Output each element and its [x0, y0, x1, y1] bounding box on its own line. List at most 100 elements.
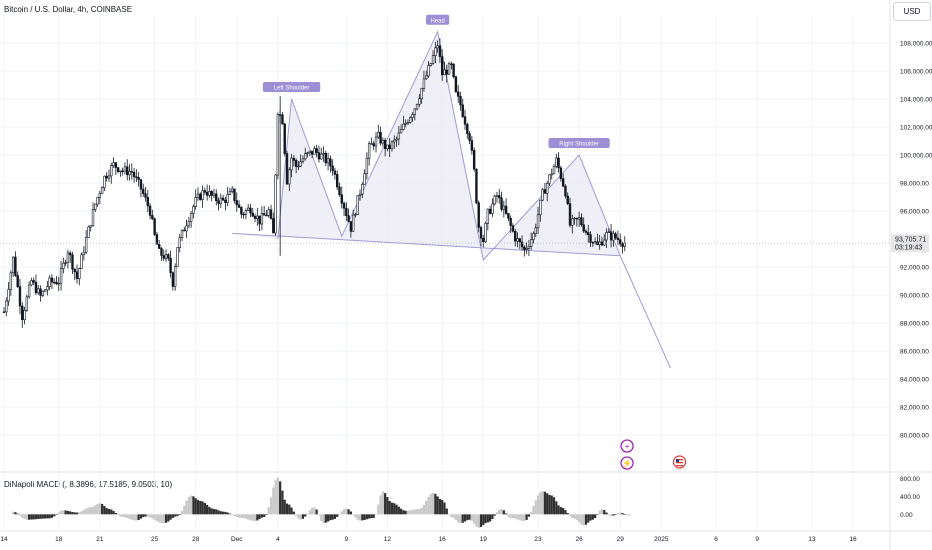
- macd-bar: [212, 508, 216, 515]
- macd-bar: [427, 496, 430, 515]
- macd-bar: [466, 514, 469, 521]
- macd-bar: [274, 480, 277, 515]
- candle-body: [226, 194, 229, 203]
- candle-body: [25, 296, 29, 311]
- candle-body: [340, 194, 343, 204]
- candle-body: [425, 75, 428, 80]
- candle-body: [363, 173, 366, 185]
- macd-bar: [265, 514, 268, 515]
- candle-body: [53, 281, 56, 284]
- candle-body: [349, 221, 353, 232]
- candle-body: [135, 176, 138, 178]
- candle-body: [504, 205, 508, 214]
- macd-bar: [609, 514, 613, 517]
- time-tick-label: 4: [276, 536, 280, 543]
- candle-body: [64, 262, 67, 264]
- candle-body: [429, 63, 432, 66]
- candle-body: [256, 215, 259, 219]
- macd-bar: [550, 495, 553, 515]
- candle-body: [21, 305, 24, 321]
- candle-body: [265, 214, 268, 217]
- candle-body: [609, 231, 613, 241]
- macd-bar: [418, 508, 421, 515]
- candle-body: [593, 241, 597, 244]
- macd-bar: [43, 514, 47, 519]
- candle-body: [253, 215, 257, 219]
- macd-bar: [121, 514, 124, 518]
- candle-body: [32, 280, 35, 283]
- flag-stripe: [676, 465, 684, 467]
- macd-bar: [269, 497, 273, 515]
- macd-tick-label: 400.00: [900, 494, 920, 501]
- candle-body: [486, 208, 490, 224]
- macd-bar: [612, 514, 615, 516]
- candle-body: [516, 238, 519, 242]
- candle-body: [418, 98, 421, 105]
- candle-body: [304, 153, 307, 160]
- candle-body: [509, 218, 512, 226]
- candle-body: [196, 193, 200, 198]
- candle-body: [322, 152, 325, 155]
- macd-bar: [82, 509, 85, 515]
- macd-bar: [187, 496, 190, 515]
- macd-bar: [415, 509, 419, 515]
- macd-bar: [75, 512, 79, 515]
- candle-body: [119, 170, 122, 173]
- candle-body: [482, 237, 485, 243]
- candle-body: [342, 202, 346, 209]
- candle-body: [434, 47, 437, 56]
- macd-bar: [347, 509, 350, 515]
- lightning-event-icon[interactable]: [620, 456, 634, 470]
- candle-body: [146, 197, 149, 207]
- macd-bar: [142, 514, 145, 518]
- candle-body: [577, 217, 581, 220]
- macd-bar: [249, 514, 252, 521]
- macd-bar: [158, 514, 161, 523]
- macd-bar: [470, 514, 473, 521]
- candle-body: [614, 233, 617, 239]
- pattern-label: Left Shoulder: [274, 86, 310, 92]
- candle-body: [463, 116, 467, 125]
- candle-body: [561, 178, 565, 187]
- macd-bar: [199, 500, 202, 515]
- time-tick-label: 19: [480, 536, 488, 543]
- price-tick-label: 98,000.00: [900, 181, 929, 188]
- candle-body: [66, 252, 70, 263]
- price-tick-label: 80,000.00: [900, 433, 929, 440]
- macd-bar: [438, 498, 442, 515]
- macd-bar: [594, 514, 597, 519]
- candle-body: [466, 123, 469, 134]
- candle-body: [183, 229, 186, 232]
- macd-bar: [552, 497, 556, 515]
- macd-bar: [53, 514, 56, 517]
- candle-body: [34, 281, 38, 294]
- macd-bar: [317, 514, 321, 516]
- macd-bar: [598, 510, 601, 515]
- macd-bar: [251, 514, 254, 521]
- macd-bar: [21, 514, 24, 518]
- candle-body: [173, 266, 177, 287]
- add-event-icon[interactable]: [620, 439, 634, 453]
- macd-bar: [625, 514, 629, 516]
- candle-body: [82, 251, 86, 256]
- macd-bar: [431, 492, 435, 515]
- candle-body: [616, 237, 620, 241]
- price-tick-label: 102,000.00: [900, 125, 932, 132]
- candle-body: [511, 225, 515, 232]
- candle-body: [420, 88, 423, 100]
- macd-bar: [589, 514, 592, 521]
- candle-body: [62, 262, 65, 270]
- candle-body: [301, 158, 305, 162]
- candle-body: [185, 225, 188, 232]
- price-tick-label: 82,000.00: [900, 405, 929, 412]
- macd-bar: [164, 514, 168, 523]
- macd-bar: [548, 494, 551, 515]
- macd-bar: [37, 514, 40, 520]
- macd-bar: [155, 514, 159, 522]
- candle-body: [386, 144, 389, 150]
- time-tick-label: 21: [96, 536, 104, 543]
- currency-selector[interactable]: USD: [893, 2, 931, 21]
- candle-body: [317, 152, 321, 160]
- candle-body: [55, 281, 58, 285]
